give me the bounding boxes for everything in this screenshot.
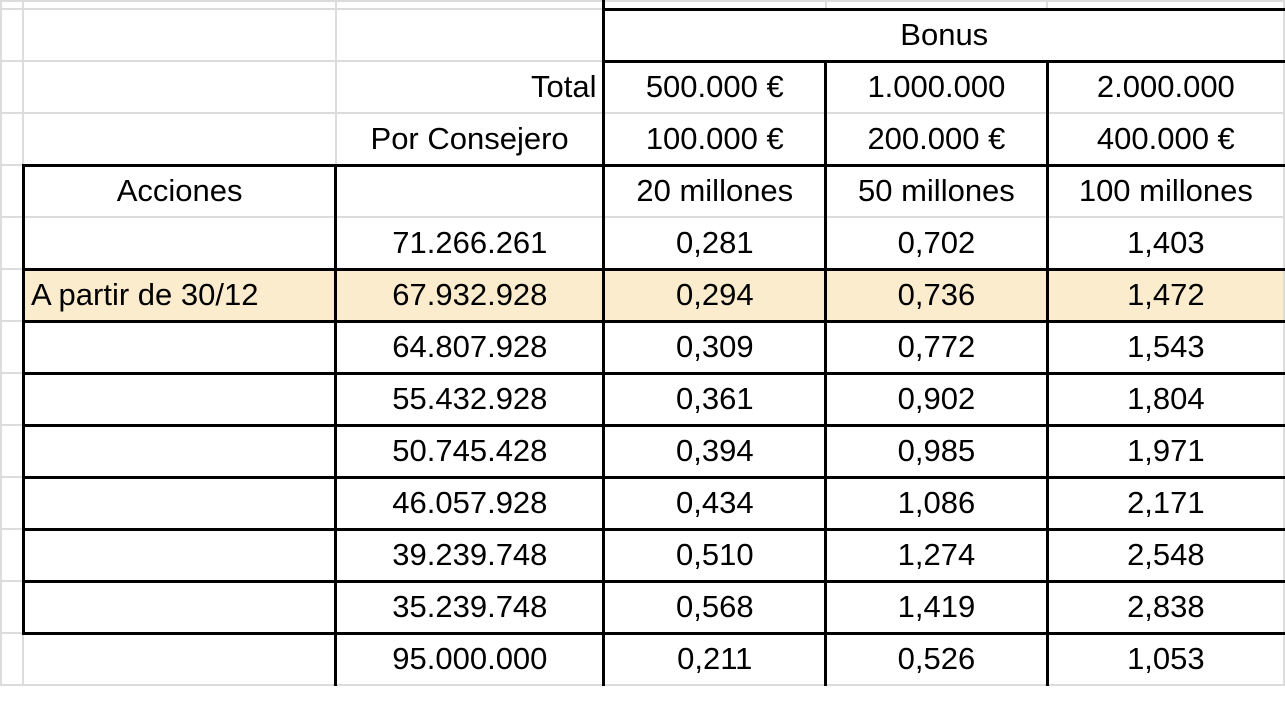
per-consejero-cell-2[interactable]: 200.000 € [824,112,1049,166]
value-cell[interactable]: 0,294 [602,268,828,323]
value-cell[interactable]: 1,472 [1046,268,1285,323]
shares-cell[interactable]: 64.807.928 [334,320,606,375]
shares-cell[interactable]: 35.239.748 [334,580,606,635]
cell[interactable] [334,8,605,62]
value-cell[interactable]: 1,053 [1046,632,1285,686]
value-cell[interactable]: 2,548 [1046,528,1285,583]
cell[interactable] [0,424,25,478]
cell[interactable] [0,580,25,634]
row-label-cell[interactable] [21,528,338,583]
value-cell[interactable]: 0,568 [602,580,828,635]
cell[interactable] [0,320,25,374]
value-cell[interactable]: 0,985 [824,424,1049,479]
cell[interactable] [0,476,25,530]
cell[interactable] [0,372,25,426]
row-label-cell[interactable] [21,424,338,479]
data-row: 55.432.928 0,361 0,902 1,804 [0,372,1285,427]
cell[interactable] [0,0,25,10]
cell[interactable] [0,632,25,686]
target-cell-3[interactable]: 100 millones [1046,163,1285,218]
shares-cell[interactable]: 46.057.928 [334,476,606,531]
shares-cell[interactable]: 71.266.261 [334,216,606,271]
cell[interactable] [22,0,337,10]
value-cell[interactable]: 0,510 [602,528,828,583]
value-cell[interactable]: 1,403 [1046,216,1285,271]
data-row-highlighted: A partir de 30/12 67.932.928 0,294 0,736… [0,268,1285,323]
value-cell[interactable]: 2,838 [1046,580,1285,635]
bonus-header-cell[interactable]: Bonus [602,7,1285,63]
shares-cell[interactable]: 39.239.748 [334,528,606,583]
cell[interactable] [0,60,25,114]
value-cell[interactable]: 0,434 [602,476,828,531]
data-row: 50.745.428 0,394 0,985 1,971 [0,424,1285,479]
acciones-label-cell[interactable]: Acciones [21,163,338,218]
bonus-header-row: Bonus [0,7,1285,63]
data-row: 95.000.000 0,211 0,526 1,053 [0,632,1285,686]
total-cell-1[interactable]: 500.000 € [602,60,828,114]
value-cell[interactable]: 0,361 [602,372,828,427]
value-cell[interactable]: 2,171 [1046,476,1285,531]
data-row: 35.239.748 0,568 1,419 2,838 [0,580,1285,635]
shares-cell[interactable]: 95.000.000 [334,632,606,686]
shares-cell[interactable]: 67.932.928 [334,268,606,323]
total-row: Total 500.000 € 1.000.000 2.000.000 [0,60,1285,114]
value-cell[interactable]: 0,394 [602,424,828,479]
value-cell[interactable]: 0,309 [602,320,828,375]
value-cell[interactable]: 1,419 [824,580,1049,635]
cell[interactable] [334,163,606,218]
row-label-cell[interactable] [21,580,338,635]
value-cell[interactable]: 1,086 [824,476,1049,531]
value-cell[interactable]: 0,526 [824,632,1049,686]
per-consejero-cell-1[interactable]: 100.000 € [602,112,828,166]
value-cell[interactable]: 1,543 [1046,320,1285,375]
cell[interactable] [0,528,25,582]
cell[interactable] [22,8,337,62]
bonus-table: Bonus Total 500.000 € 1.000.000 2.000.00… [0,0,1285,686]
total-label-cell[interactable]: Total [334,60,605,114]
value-cell[interactable]: 1,971 [1046,424,1285,479]
data-row: 64.807.928 0,309 0,772 1,543 [0,320,1285,375]
cell[interactable] [334,0,605,10]
total-cell-3[interactable]: 2.000.000 [1046,60,1285,114]
cell[interactable] [0,112,25,166]
cell[interactable] [0,216,25,270]
value-cell[interactable]: 0,902 [824,372,1049,427]
cell[interactable] [22,112,337,166]
row-label-cell[interactable] [21,216,338,271]
data-row: 71.266.261 0,281 0,702 1,403 [0,216,1285,271]
data-row: 39.239.748 0,510 1,274 2,548 [0,528,1285,583]
row-label-cell[interactable] [21,372,338,427]
acciones-header-row: Acciones 20 millones 50 millones 100 mil… [0,163,1285,218]
value-cell[interactable]: 0,211 [602,632,828,686]
cell[interactable] [0,8,25,62]
shares-cell[interactable]: 55.432.928 [334,372,606,427]
row-label-cell[interactable] [22,632,337,686]
value-cell[interactable]: 1,804 [1046,372,1285,427]
value-cell[interactable]: 0,772 [824,320,1049,375]
target-cell-1[interactable]: 20 millones [602,163,828,218]
cell[interactable] [0,164,25,218]
cell[interactable] [0,268,25,322]
target-cell-2[interactable]: 50 millones [824,163,1049,218]
value-cell[interactable]: 0,281 [602,216,828,271]
cell[interactable] [602,0,827,10]
per-consejero-cell-3[interactable]: 400.000 € [1046,112,1285,166]
por-consejero-label-cell[interactable]: Por Consejero [334,112,605,166]
value-cell[interactable]: 0,702 [824,216,1049,271]
por-consejero-row: Por Consejero 100.000 € 200.000 € 400.00… [0,112,1285,166]
shares-cell[interactable]: 50.745.428 [334,424,606,479]
value-cell[interactable]: 0,736 [824,268,1049,323]
cell[interactable] [22,60,337,114]
row-label-cell[interactable] [21,476,338,531]
row-label-cell[interactable] [21,320,338,375]
cell[interactable] [1046,0,1285,10]
value-cell[interactable]: 1,274 [824,528,1049,583]
top-partial-row [0,0,1285,10]
data-row: 46.057.928 0,434 1,086 2,171 [0,476,1285,531]
row-label-cell[interactable]: A partir de 30/12 [21,268,338,323]
cell[interactable] [824,0,1049,10]
total-cell-2[interactable]: 1.000.000 [824,60,1049,114]
